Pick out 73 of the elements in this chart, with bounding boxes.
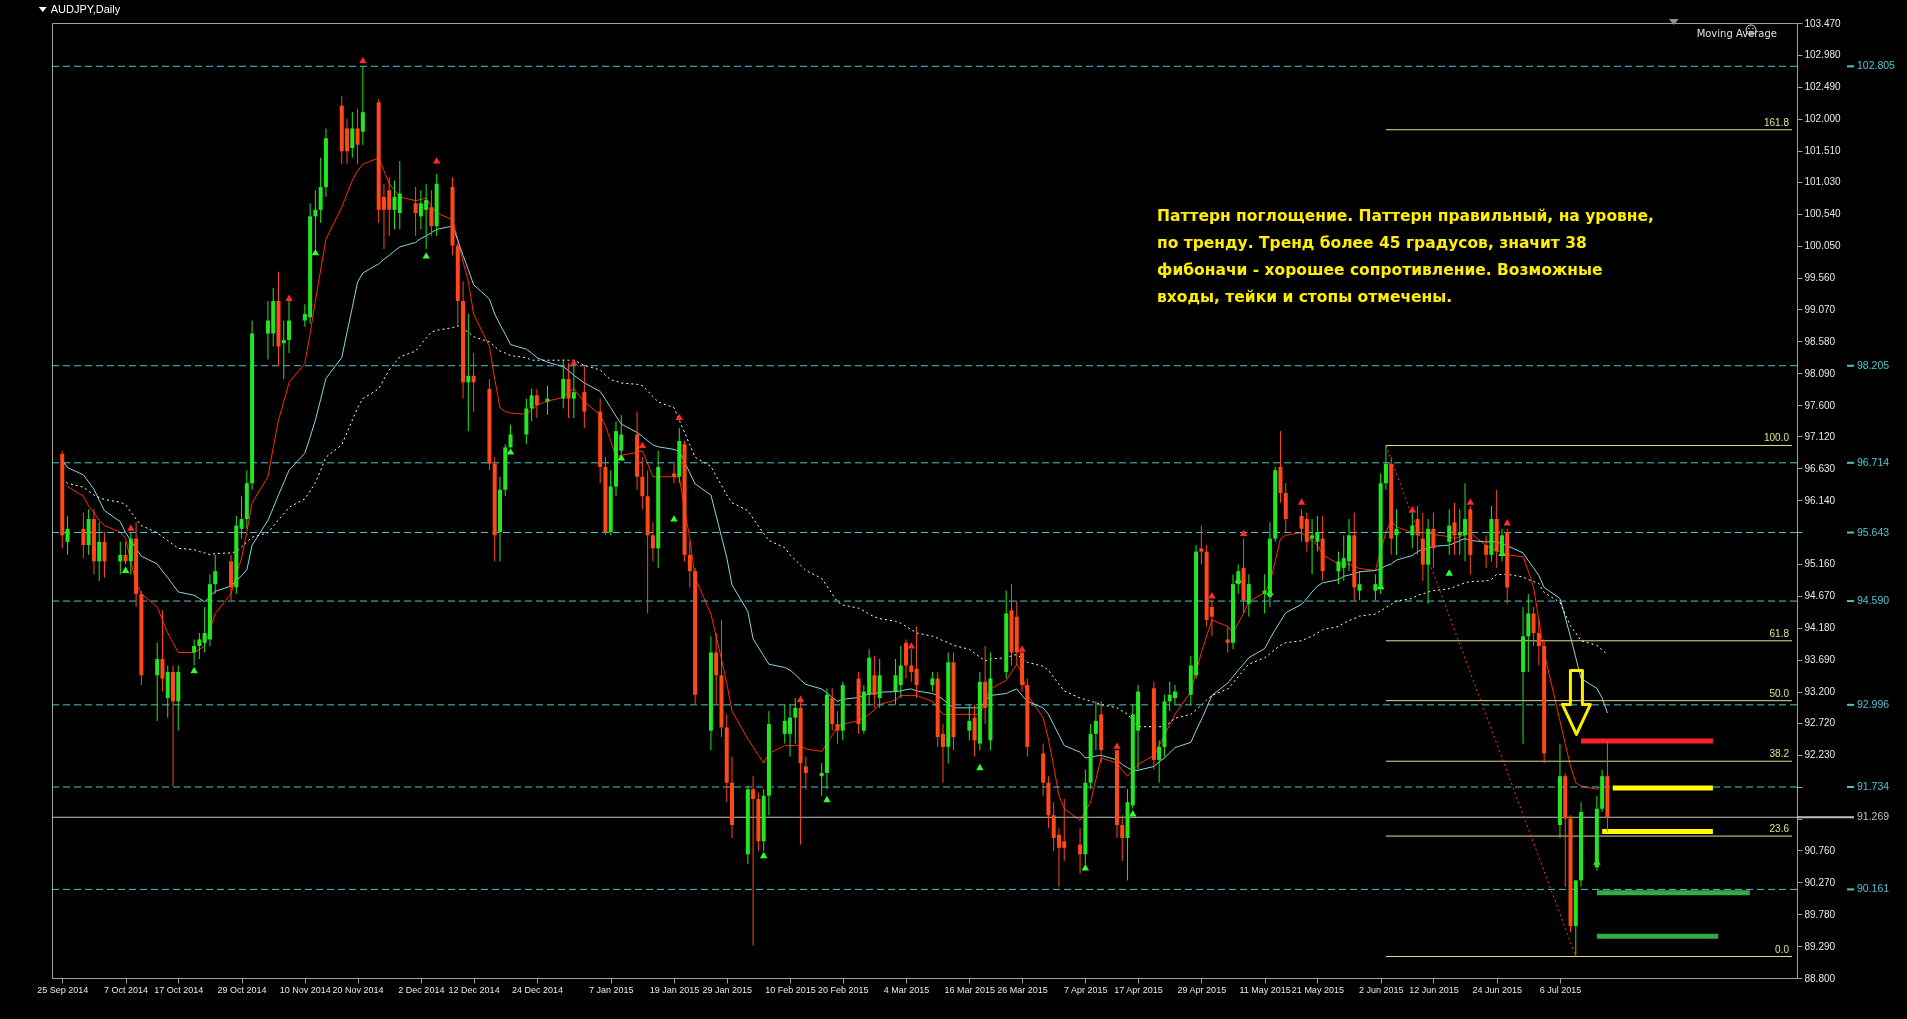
y-tick-label: 102.490: [1804, 81, 1842, 93]
x-tick-label: 7 Oct 2014: [104, 984, 149, 995]
y-tick-label: 96.630: [1804, 462, 1836, 474]
y-tick-label: 90.270: [1804, 876, 1836, 888]
x-tick-label: 2 Jun 2015: [1358, 984, 1404, 995]
x-tick-label: 21 May 2015: [1291, 984, 1344, 995]
y-tick-label: 102.000: [1804, 113, 1842, 125]
x-tick-label: 7 Apr 2015: [1064, 984, 1108, 995]
ref-line-label: 92.996: [1857, 697, 1890, 710]
y-tick-label: 89.290: [1804, 940, 1836, 952]
series-label: 100.0: [1763, 432, 1790, 444]
ref-line-label: 96.714: [1857, 455, 1890, 468]
y-tick-label: 101.510: [1804, 145, 1842, 157]
x-tick-label: 4 Mar 2015: [883, 984, 930, 995]
x-tick-label: 12 Jun 2015: [1409, 984, 1459, 995]
y-tick-label: 94.670: [1804, 590, 1836, 602]
ref-line-label: 95.643: [1857, 525, 1890, 538]
y-tick-label: 97.120: [1804, 430, 1836, 442]
x-tick-label: 10 Feb 2015: [765, 984, 816, 995]
y-tick-label: 89.780: [1804, 908, 1836, 920]
ref-line-label: 91.734: [1857, 780, 1890, 792]
y-tick-label: 92.720: [1804, 717, 1836, 729]
ref-line-label: 98.205: [1857, 358, 1890, 371]
x-tick-label: 20 Feb 2015: [817, 984, 869, 995]
series-label: 0.0: [1775, 943, 1790, 955]
chart-title: AUDJPY,Daily: [50, 3, 121, 15]
y-tick-label: 99.560: [1804, 272, 1836, 284]
x-tick-label: 29 Oct 2014: [217, 984, 267, 995]
x-tick-label: 11 May 2015: [1239, 984, 1291, 995]
x-tick-label: 7 Jan 2015: [588, 984, 634, 995]
ref-line-label: 94.590: [1857, 594, 1890, 607]
x-tick-label: 25 Sep 2014: [37, 984, 89, 995]
x-tick-label: 6 Jul 2015: [1539, 984, 1582, 995]
x-tick-label: 12 Dec 2014: [448, 984, 500, 995]
y-tick-label: 103.470: [1804, 17, 1842, 29]
y-tick-label: 95.160: [1804, 558, 1836, 570]
y-tick-label: 98.580: [1804, 335, 1836, 347]
y-tick-label: 102.980: [1804, 49, 1842, 61]
y-tick-label: 94.180: [1804, 622, 1836, 634]
ref-line-label: 90.161: [1857, 882, 1890, 895]
y-tick-label: 100.050: [1804, 240, 1842, 252]
x-tick-label: 20 Nov 2014: [332, 984, 384, 995]
y-tick-label: 93.200: [1804, 686, 1836, 698]
x-tick-label: 17 Oct 2014: [154, 984, 204, 995]
x-tick-label: 29 Jan 2015: [702, 984, 753, 995]
x-tick-label: 24 Jun 2015: [1472, 984, 1522, 995]
y-tick-label: 93.690: [1804, 654, 1836, 666]
y-tick-label: 101.030: [1804, 176, 1842, 188]
series-label: 23.6: [1769, 823, 1790, 835]
x-tick-label: 2 Dec 2014: [398, 984, 445, 995]
y-tick-label: 96.140: [1804, 494, 1836, 506]
y-tick-label: 97.600: [1804, 399, 1836, 411]
y-tick-label: 88.800: [1804, 972, 1836, 984]
series-label: 161.8: [1763, 116, 1790, 128]
x-tick-label: 17 Apr 2015: [1114, 984, 1163, 995]
y-tick-label: 100.540: [1804, 208, 1842, 220]
x-tick-label: 19 Jan 2015: [649, 984, 700, 995]
annotation: Паттерн поглощение. Паттерн правильный, на уровне, по тренду. Тренд более 45 градусов, значит 38 фибоначи - хорошее сопротивление. Возможные входы, тейки и стопы отмечены.: [1157, 207, 1654, 306]
series-label: 61.8: [1769, 627, 1790, 639]
x-tick-label: 10 Nov 2014: [279, 984, 331, 995]
x-tick-label: 29 Apr 2015: [1177, 984, 1227, 995]
x-tick-label: 26 Mar 2015: [997, 984, 1048, 995]
x-tick-label: 16 Mar 2015: [944, 984, 996, 995]
annotation: Moving Average: [1696, 28, 1777, 39]
y-tick-label: 99.070: [1804, 303, 1836, 315]
y-tick-label: 90.760: [1804, 844, 1836, 856]
y-tick-label: 92.230: [1804, 749, 1836, 761]
y-tick-label: 98.090: [1804, 367, 1836, 379]
x-tick-label: 24 Dec 2014: [511, 984, 563, 995]
series-label: 50.0: [1769, 687, 1790, 699]
ref-line-label: 102.805: [1857, 59, 1896, 72]
ref-line-label: 91.269: [1857, 810, 1890, 823]
series-label: 38.2: [1769, 748, 1790, 760]
